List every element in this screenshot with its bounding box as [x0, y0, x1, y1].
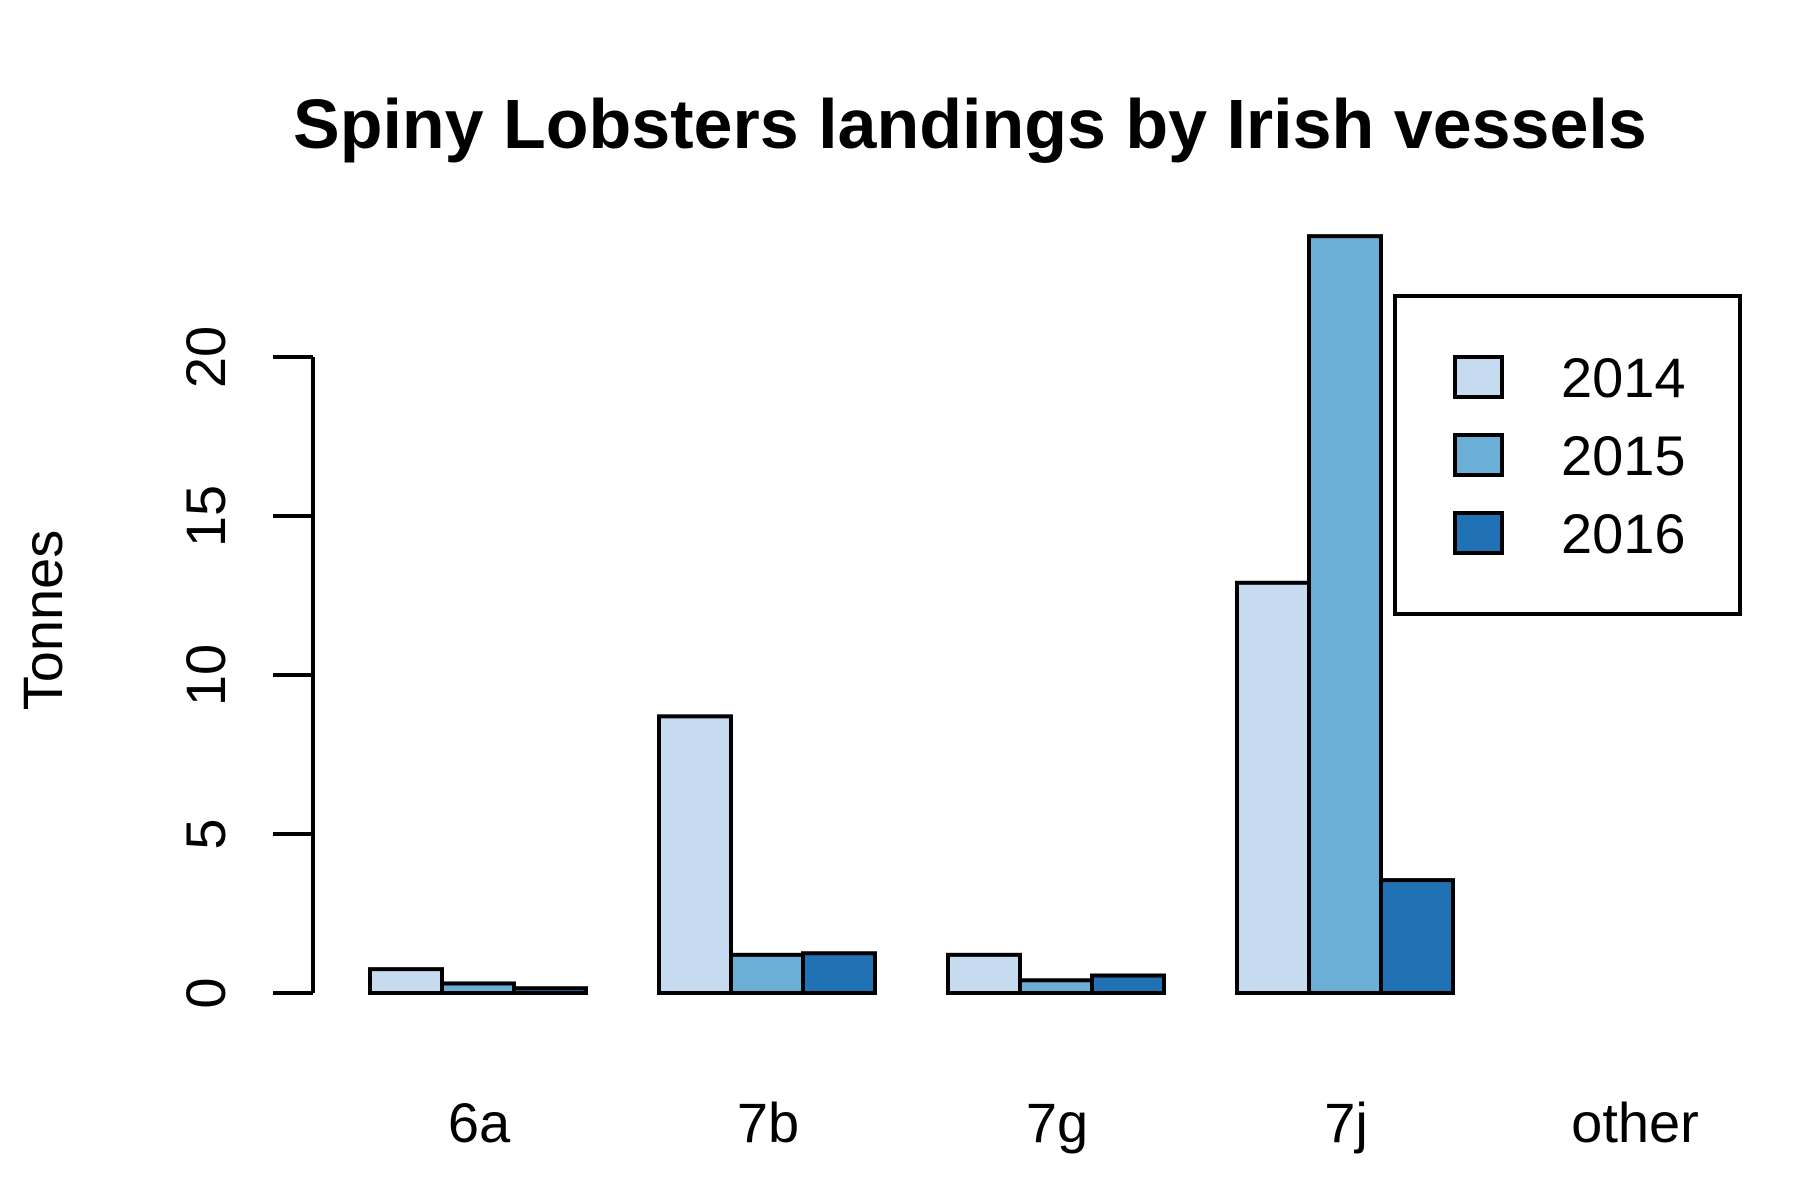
bars [368, 234, 1455, 996]
bar-7b-2015 [729, 952, 805, 996]
bar-7j-2015 [1307, 234, 1383, 996]
x-tick-label: 7g [1026, 1091, 1088, 1154]
x-tick-label: 7b [737, 1091, 799, 1154]
bar-7g-2015 [1018, 978, 1094, 996]
bar-6a-2014 [368, 967, 444, 996]
chart-title: Spiny Lobsters landings by Irish vessels [293, 85, 1647, 163]
bar-6a-2015 [440, 981, 516, 996]
bar-7g-2014 [946, 952, 1022, 996]
bar-7g-2016 [1090, 973, 1166, 996]
bar-7j-2016 [1379, 878, 1455, 995]
x-tick-label: 7j [1324, 1091, 1368, 1154]
legend-swatch-2014 [1453, 355, 1504, 399]
y-axis-title: Tonnes [11, 530, 74, 711]
legend-label-2014: 2014 [1561, 346, 1686, 409]
legend-label-2016: 2016 [1561, 502, 1686, 565]
x-axis-labels: 6a 7b 7g 7j other [448, 1091, 1699, 1154]
legend-label-2015: 2015 [1561, 424, 1686, 487]
bar-7b-2016 [801, 951, 877, 995]
bar-6a-2016 [512, 986, 588, 995]
y-tick-label: 15 [174, 485, 237, 547]
legend: 2014 2015 2016 [1393, 294, 1742, 616]
y-tick-label: 20 [174, 326, 237, 388]
bar-7b-2014 [657, 714, 733, 996]
x-tick-label: other [1571, 1091, 1699, 1154]
y-tick-label: 0 [174, 977, 237, 1008]
y-tick-label: 10 [174, 644, 237, 706]
y-tick-label: 5 [174, 818, 237, 849]
bar-7j-2014 [1235, 580, 1311, 996]
x-tick-label: 6a [448, 1091, 511, 1154]
legend-box [1393, 294, 1742, 616]
legend-swatch-2016 [1453, 511, 1504, 555]
y-axis: 0 5 10 15 20 [174, 326, 315, 1009]
legend-swatch-2015 [1453, 433, 1504, 477]
